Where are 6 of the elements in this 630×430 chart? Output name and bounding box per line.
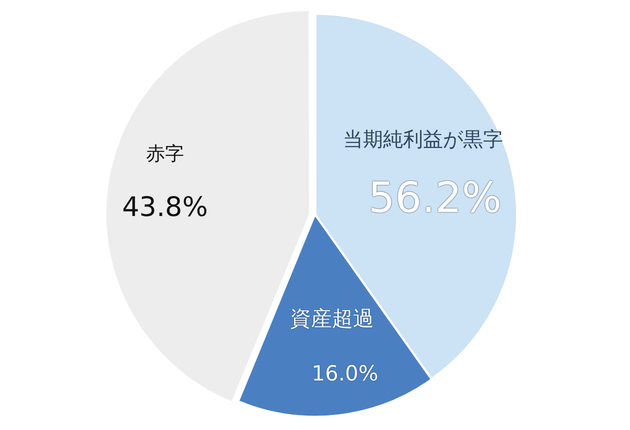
slice-label: 赤字 bbox=[146, 142, 184, 165]
slice-label: 資産超過 bbox=[290, 306, 374, 330]
slice-label: 当期純利益が黒字 bbox=[343, 127, 503, 152]
data-label: 43.8% bbox=[122, 192, 208, 224]
data-label: 16.0% bbox=[312, 361, 378, 386]
text: 56.2% bbox=[368, 172, 502, 222]
